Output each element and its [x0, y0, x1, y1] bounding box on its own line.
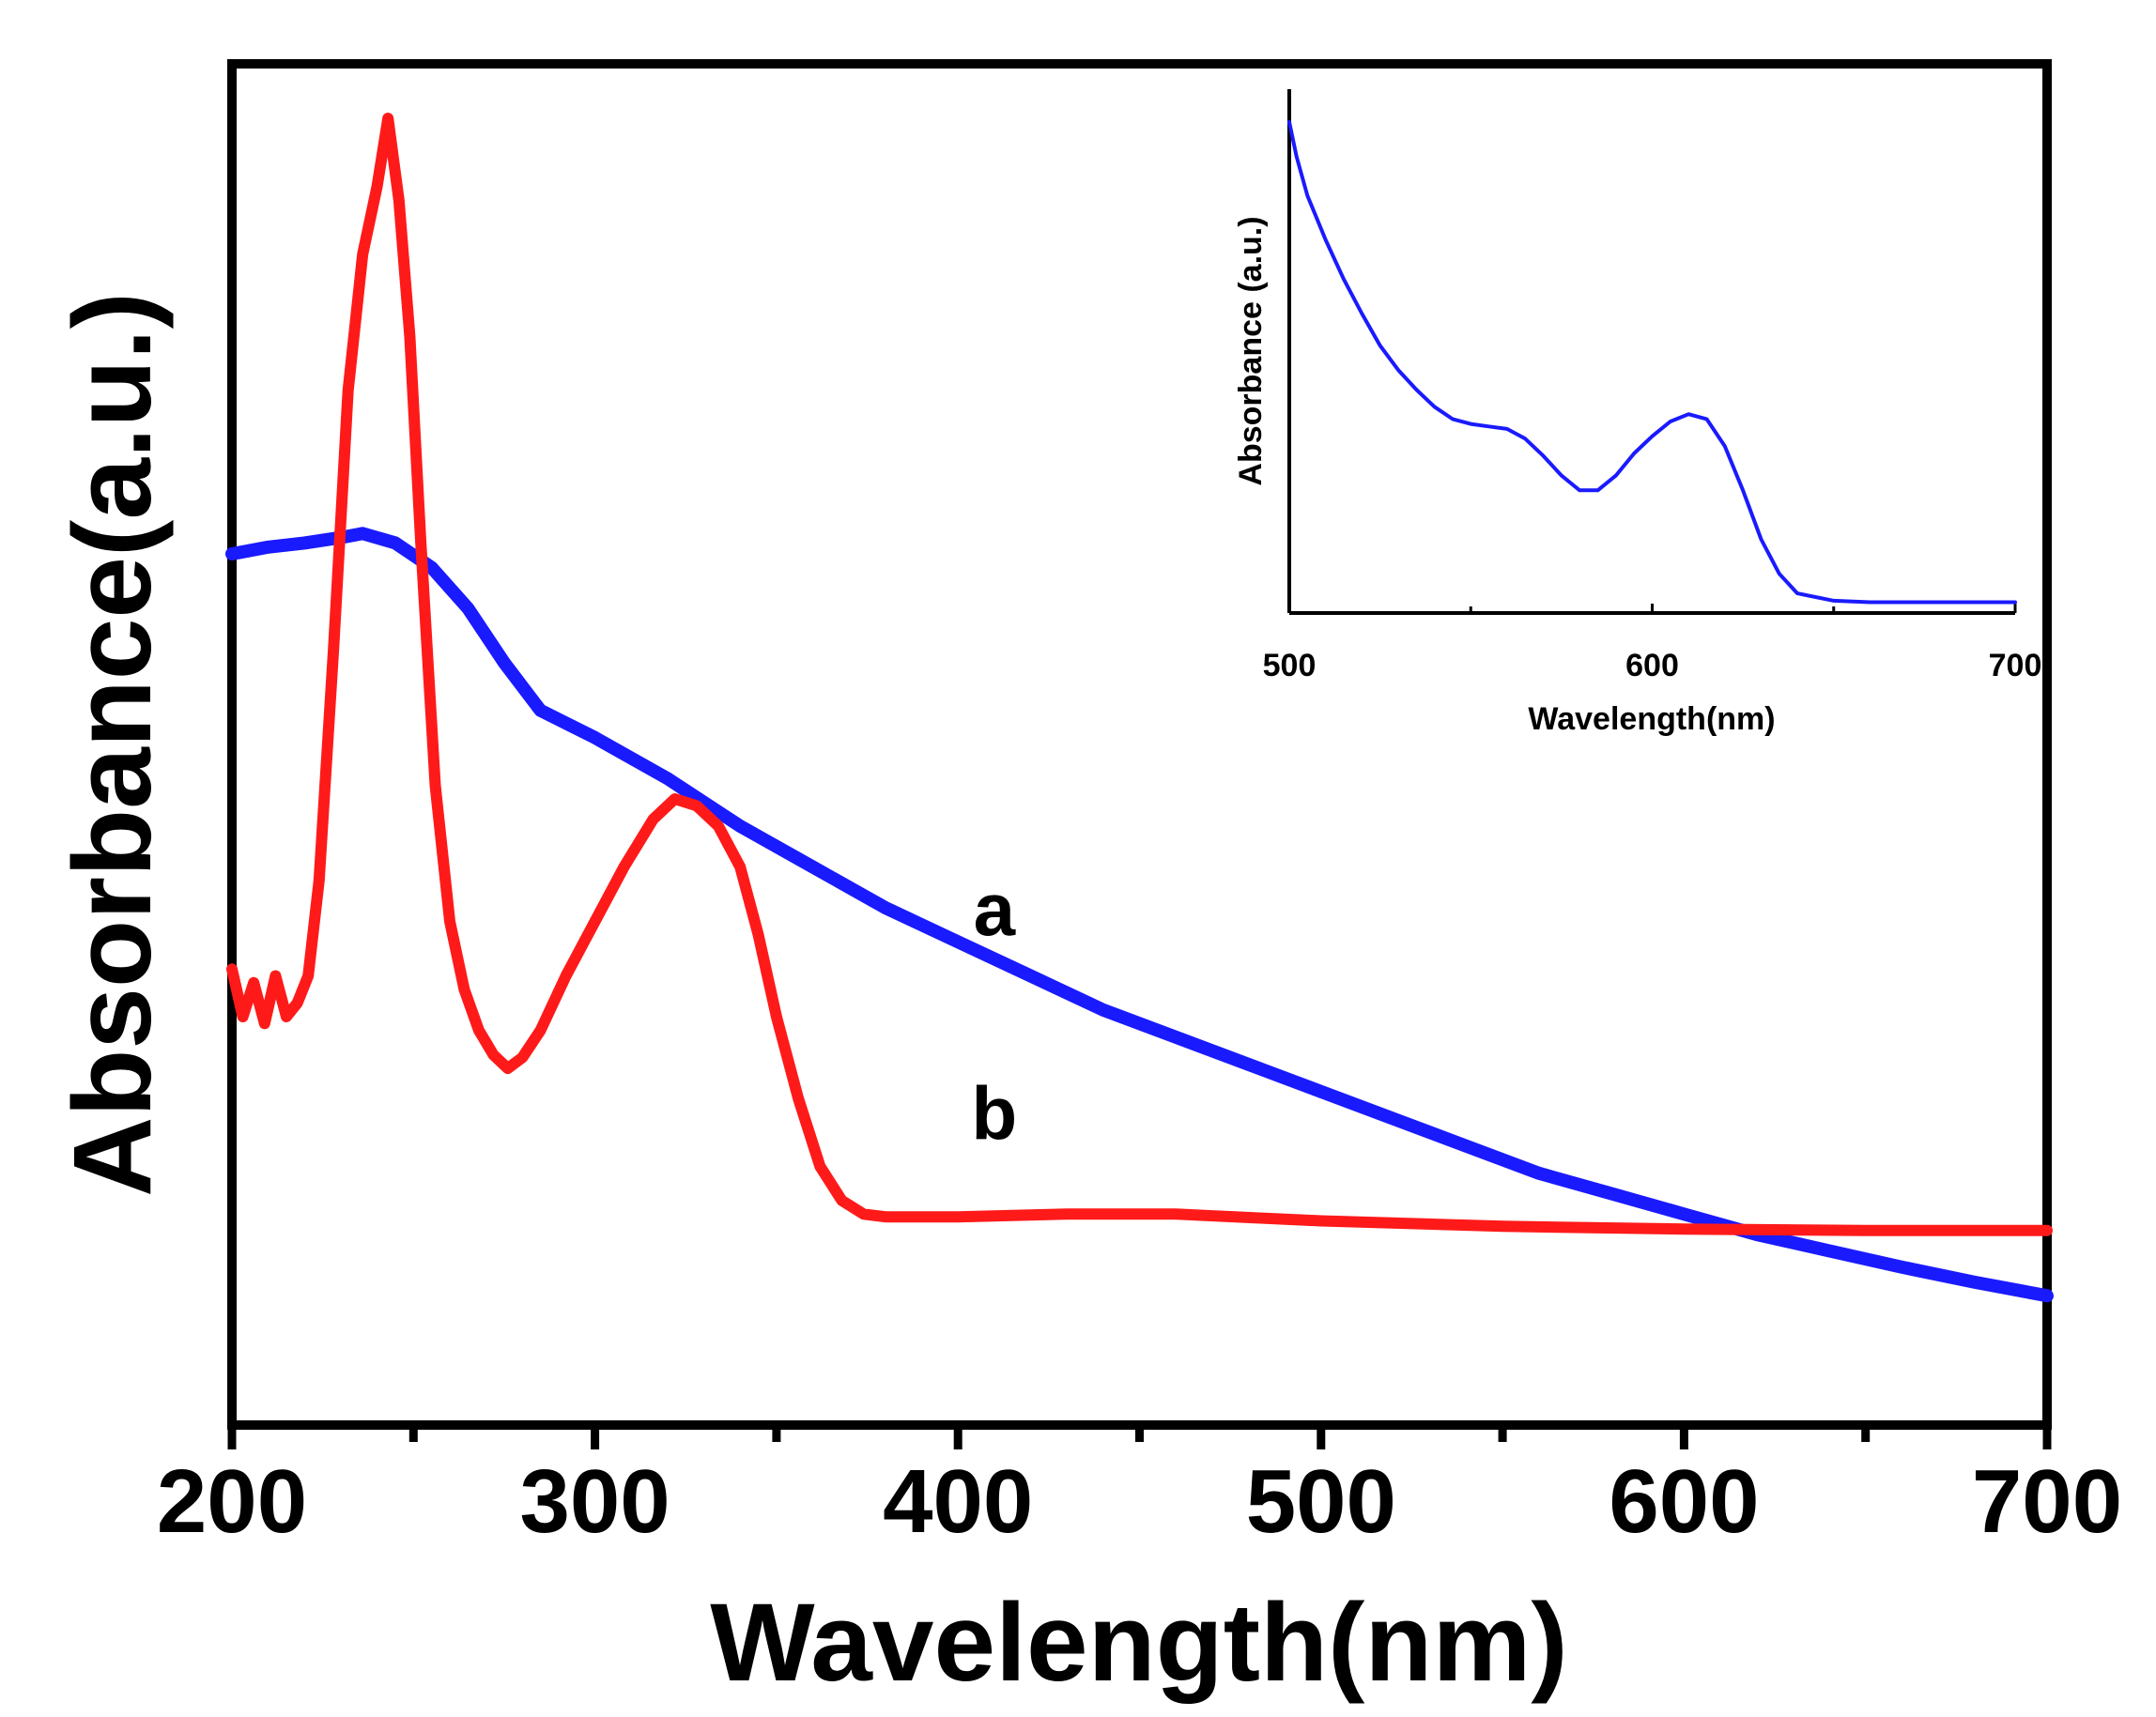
main-x-tick-labels: 200 300 400 500 600 700 — [157, 1451, 2122, 1552]
main-x-tick-label: 400 — [883, 1451, 1033, 1552]
inset-x-tick-label: 600 — [1625, 648, 1679, 683]
main-x-tick-label: 600 — [1609, 1451, 1759, 1552]
series-a-line — [225, 527, 2054, 1303]
inset-x-tick-label: 700 — [1989, 648, 2042, 683]
main-x-ticks — [227, 1425, 2052, 1449]
inset-series-line — [1287, 120, 2017, 605]
curve-label-b: b — [971, 1072, 1017, 1156]
main-x-tick-label: 700 — [1972, 1451, 2122, 1552]
inset-x-ticks — [1287, 604, 2017, 613]
curve-label-a: a — [974, 867, 1016, 951]
inset-plot: 500 600 700 Wavelength(nm) Absorbance (a… — [1233, 89, 2041, 737]
inset-x-tick-label: 500 — [1263, 648, 1317, 683]
inset-y-axis-title: Absorbance (a.u.) — [1233, 216, 1269, 485]
main-x-tick-label: 200 — [157, 1451, 307, 1552]
main-plot: 200 300 400 500 600 700 Wavelength(nm) A… — [51, 59, 2122, 1705]
main-x-tick-label: 500 — [1246, 1451, 1396, 1552]
main-x-axis-title: Wavelength(nm) — [710, 1581, 1567, 1705]
inset-x-axis-title: Wavelength(nm) — [1528, 701, 1775, 737]
series-b-line — [226, 113, 2053, 1236]
main-x-tick-label: 300 — [520, 1451, 670, 1552]
main-y-axis-title: Absorbance(a.u.) — [51, 292, 175, 1197]
inset-x-tick-labels: 500 600 700 — [1263, 648, 2042, 683]
